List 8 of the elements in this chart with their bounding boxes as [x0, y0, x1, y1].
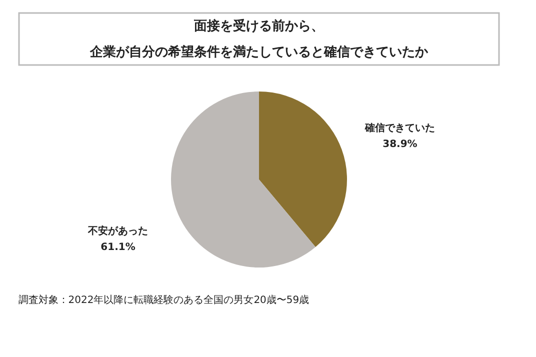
- data-label: 38.9%: [382, 139, 418, 150]
- chart-title: 面接を受ける前から、企業が自分の希望条件を満たしていると確信できていたか: [89, 18, 429, 60]
- text: 調査対象：2022年以降に転職経験のある全国の男女20歳〜59歳: [18, 294, 310, 306]
- slice-label: 確信できていた: [364, 122, 435, 134]
- slice-label: 不安があった: [87, 224, 148, 237]
- pie-slice: [171, 92, 316, 268]
- pie-slice: [259, 92, 347, 247]
- data-label: 61.1%: [100, 242, 136, 253]
